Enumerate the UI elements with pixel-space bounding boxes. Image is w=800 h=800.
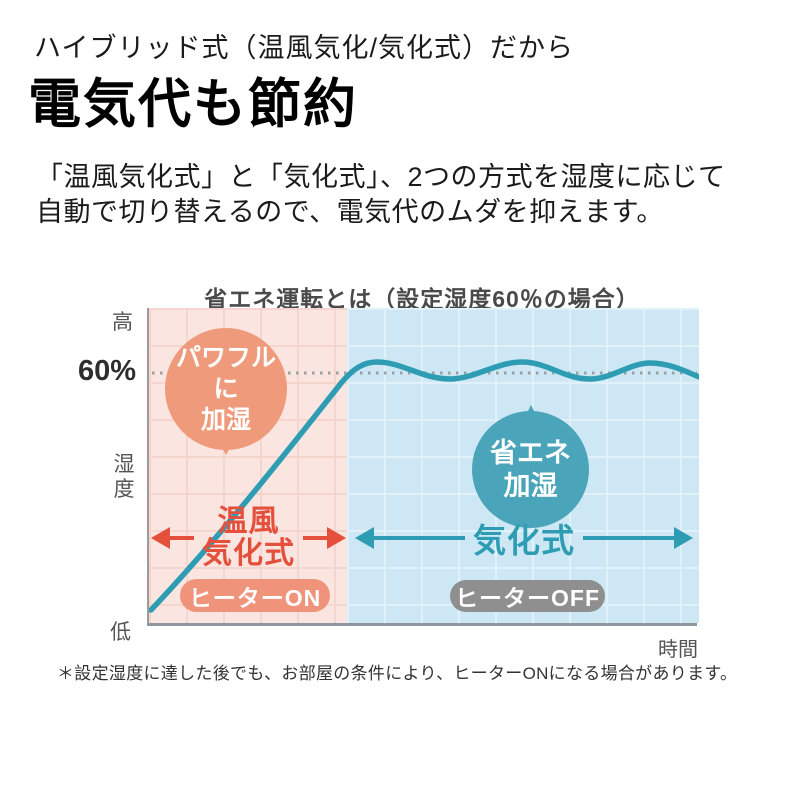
heated-balloon-line-1: パワフルに — [175, 343, 276, 403]
y-axis-high-label: 高 — [112, 311, 133, 334]
chart-canvas — [149, 359, 699, 613]
arrow-right-icon — [327, 527, 346, 549]
y-axis-title-char-1: 湿 — [113, 453, 135, 476]
y-axis-title: 湿 度 — [113, 452, 135, 502]
body-copy: 「温風気化式」と「気化式」、2つの方式を湿度に応じて 自動で切り替えるので、電気… — [36, 160, 726, 230]
footnote: ＊設定湿度に達した後でも、お部屋の条件により、ヒーターONになる場合があります。 — [57, 664, 738, 683]
arrow-right-icon — [674, 527, 693, 549]
setpoint-60-label: 60% — [77, 355, 136, 387]
heated-mode-line-1: 温風 — [217, 505, 280, 538]
heated-mode-range-arrow: 温風 気化式 — [151, 505, 346, 571]
arrow-shaft — [303, 536, 327, 540]
chart-plot-area: パワフルに 加湿 省エネ 加湿 温風 気化式 気化式 ヒーターON ヒーターOF… — [147, 308, 699, 626]
eco-balloon-line-1: 省エネ — [490, 437, 571, 468]
arrow-shaft — [583, 536, 674, 540]
eco-balloon-line-2: 加湿 — [503, 470, 558, 501]
x-axis-title: 時間 — [658, 639, 698, 661]
heated-balloon-line-2: 加湿 — [200, 405, 251, 434]
heated-mode-line-2: 気化式 — [202, 537, 295, 570]
kicker-text: ハイブリッド式（温風気化/気化式）だから — [34, 33, 574, 63]
arrow-shaft — [374, 536, 465, 540]
eco-mode-range-arrow: 気化式 — [355, 516, 693, 560]
heater-on-badge: ヒーターON — [180, 579, 330, 612]
arrow-shaft — [170, 536, 194, 540]
chart-title: 省エネ運転とは（設定湿度60％の場合） — [204, 286, 640, 312]
humidity-curve — [149, 359, 699, 613]
arrow-left-icon — [355, 527, 374, 549]
body-line-2: 自動で切り替えるので、電気代のムダを抑えます。 — [36, 197, 664, 227]
eco-humidify-balloon: 省エネ 加湿 — [472, 411, 589, 528]
heated-mode-label: 温風 気化式 — [194, 506, 303, 570]
heater-off-badge: ヒーターOFF — [450, 580, 605, 612]
page-title: 電気代も節約 — [28, 75, 358, 134]
powerful-humidify-balloon: パワフルに 加湿 — [165, 328, 287, 450]
eco-mode-label: 気化式 — [473, 522, 575, 559]
arrow-left-icon — [151, 527, 170, 549]
y-axis-title-char-2: 度 — [113, 478, 135, 501]
y-axis-low-label: 低 — [110, 621, 131, 644]
body-line-1: 「温風気化式」と「気化式」、2つの方式を湿度に応じて — [36, 162, 726, 192]
